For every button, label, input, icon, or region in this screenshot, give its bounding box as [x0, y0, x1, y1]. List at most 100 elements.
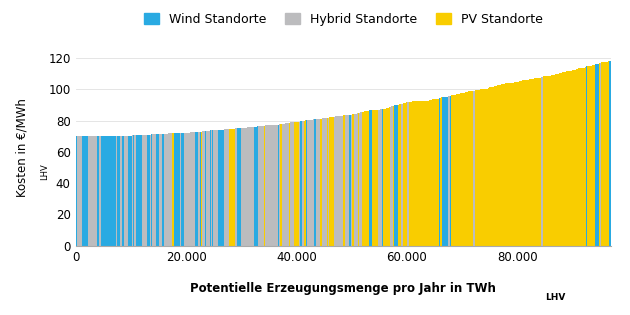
Bar	[161, 134, 162, 246]
Bar	[600, 63, 601, 246]
Bar	[551, 75, 554, 246]
Bar	[386, 108, 387, 246]
Bar	[514, 82, 517, 246]
Bar	[352, 114, 355, 246]
Bar	[557, 74, 559, 246]
Bar	[274, 125, 278, 246]
Bar	[218, 129, 224, 246]
Bar	[597, 64, 598, 246]
Bar	[188, 133, 189, 246]
Bar	[320, 119, 322, 246]
Bar	[391, 106, 393, 246]
Bar	[568, 71, 573, 246]
Bar	[438, 99, 439, 246]
Bar	[454, 95, 455, 246]
Bar	[99, 136, 101, 246]
Bar	[563, 72, 566, 246]
Bar	[181, 133, 184, 246]
Bar	[302, 121, 304, 246]
Bar	[494, 86, 495, 246]
Bar	[328, 117, 329, 246]
Bar	[322, 118, 326, 246]
Bar	[108, 136, 113, 246]
Bar	[195, 132, 198, 246]
Bar	[87, 136, 88, 246]
Bar	[309, 120, 313, 246]
Bar	[496, 85, 498, 246]
Bar	[148, 135, 151, 246]
Bar	[84, 136, 87, 246]
Bar	[166, 134, 168, 246]
Bar	[242, 128, 243, 246]
Bar	[530, 79, 531, 246]
Bar	[576, 69, 578, 246]
Bar	[593, 65, 595, 246]
Bar	[592, 65, 593, 246]
Bar	[142, 135, 144, 246]
Bar	[326, 118, 327, 246]
Bar	[432, 100, 433, 246]
Bar	[452, 95, 454, 246]
Bar	[388, 108, 389, 246]
Bar	[128, 135, 132, 246]
Bar	[357, 113, 358, 246]
Bar	[147, 135, 148, 246]
Bar	[120, 136, 122, 246]
Bar	[313, 119, 314, 246]
Bar	[144, 135, 147, 246]
Bar	[410, 102, 412, 246]
Bar	[224, 129, 227, 246]
Bar	[407, 102, 410, 246]
Bar	[497, 85, 501, 246]
Bar	[559, 73, 563, 246]
Text: Potentielle Erzeugungsmenge pro Jahr in TWh: Potentielle Erzeugungsmenge pro Jahr in …	[190, 282, 496, 295]
Bar	[301, 121, 302, 246]
Bar	[362, 112, 364, 246]
Bar	[314, 119, 316, 246]
Bar	[432, 99, 435, 246]
Bar	[505, 83, 507, 246]
Bar	[455, 94, 457, 246]
Bar	[306, 120, 307, 246]
Bar	[207, 131, 210, 246]
Bar	[294, 122, 299, 246]
Bar	[173, 133, 175, 246]
Bar	[495, 86, 496, 246]
Bar	[595, 65, 597, 246]
Bar	[198, 132, 200, 246]
Bar	[398, 105, 399, 246]
Bar	[609, 61, 611, 246]
Bar	[501, 84, 503, 246]
Bar	[336, 116, 340, 246]
Bar	[116, 136, 117, 246]
Bar	[88, 136, 91, 246]
Bar	[522, 80, 523, 246]
Bar	[134, 135, 135, 246]
Bar	[307, 120, 309, 246]
Bar	[539, 77, 541, 246]
Bar	[430, 100, 432, 246]
Bar	[304, 121, 305, 246]
Bar	[254, 127, 256, 246]
Bar	[290, 122, 292, 246]
Bar	[168, 134, 173, 246]
Bar	[272, 125, 275, 246]
Bar	[82, 136, 84, 246]
Bar	[329, 117, 331, 246]
Bar	[608, 61, 609, 246]
Bar	[227, 129, 229, 246]
Bar	[585, 67, 586, 246]
Bar	[243, 128, 244, 246]
Bar	[200, 132, 201, 246]
Bar	[210, 130, 211, 246]
Bar	[470, 91, 473, 246]
Bar	[442, 97, 448, 246]
Bar	[164, 134, 166, 246]
Bar	[280, 124, 282, 246]
Bar	[152, 135, 156, 246]
Bar	[136, 135, 137, 246]
Bar	[184, 133, 186, 246]
Bar	[405, 103, 406, 246]
Bar	[534, 78, 538, 246]
Bar	[285, 123, 287, 246]
